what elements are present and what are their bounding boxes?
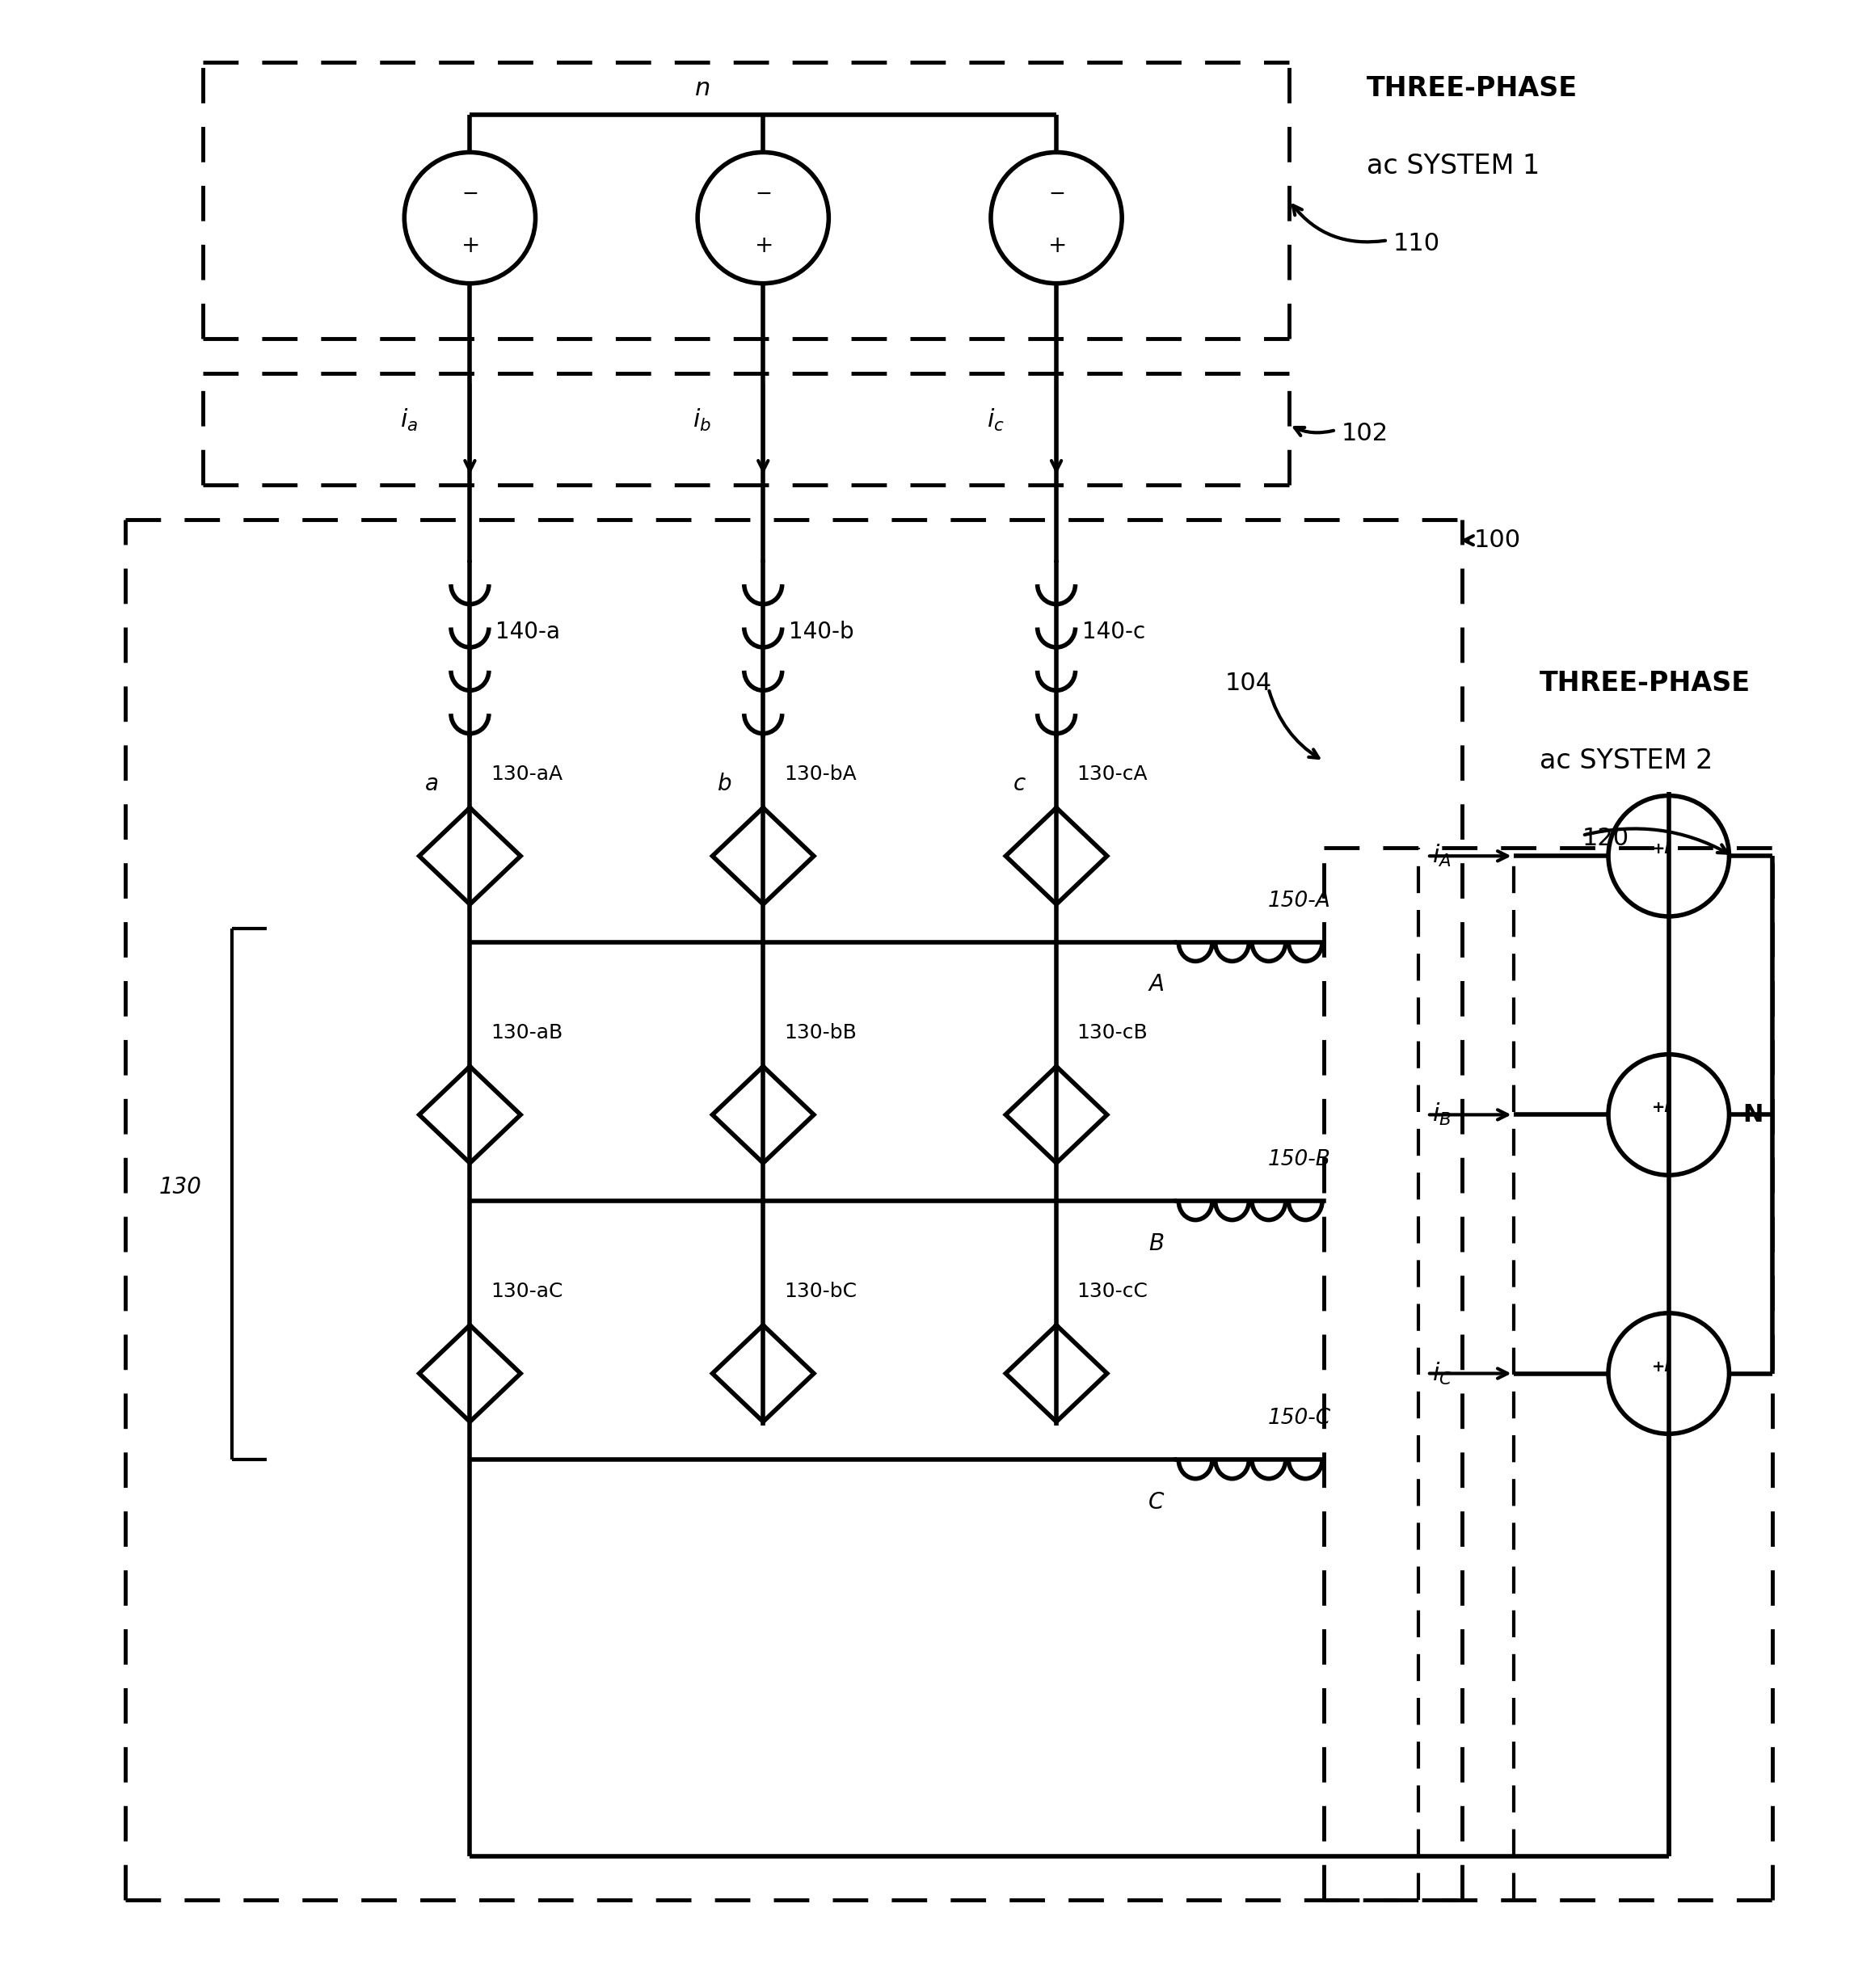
Text: 140-a: 140-a [495,620,560,642]
Text: THREE-PHASE: THREE-PHASE [1366,76,1578,101]
Text: 130-aC: 130-aC [491,1282,564,1300]
Text: 130-bC: 130-bC [784,1282,857,1300]
Text: ac SYSTEM 1: ac SYSTEM 1 [1366,153,1541,179]
Text: $-$: $-$ [1048,183,1064,203]
Text: 140-c: 140-c [1083,620,1146,642]
Text: B: B [1149,1233,1164,1254]
Text: 140-b: 140-b [790,620,855,642]
Text: 130-cA: 130-cA [1077,763,1148,783]
Text: 102: 102 [1340,421,1389,445]
Text: $-$: $-$ [462,183,478,203]
Text: THREE-PHASE: THREE-PHASE [1539,670,1750,698]
Text: 150-A: 150-A [1268,891,1331,911]
Text: 130: 130 [159,1175,202,1199]
Text: b: b [717,771,732,795]
Text: 100: 100 [1474,529,1520,553]
Text: +I: +I [1652,1099,1670,1115]
Text: A: A [1149,974,1164,996]
Text: $+$: $+$ [462,235,478,256]
Text: $-$: $-$ [755,183,771,203]
Text: 130-aB: 130-aB [491,1024,564,1042]
Text: N: N [1743,1103,1763,1127]
Text: $+$: $+$ [1048,235,1066,256]
Text: 130-bB: 130-bB [784,1024,857,1042]
Text: n: n [695,78,710,101]
Text: 150-B: 150-B [1268,1149,1331,1169]
Text: C: C [1149,1491,1164,1513]
Text: $i_C$: $i_C$ [1433,1360,1454,1386]
Text: $+$: $+$ [755,235,771,256]
Text: 120: 120 [1583,827,1630,851]
Text: 130-bA: 130-bA [784,763,857,783]
Text: 104: 104 [1225,672,1272,696]
Text: 130-cC: 130-cC [1077,1282,1148,1300]
Text: c: c [1012,771,1025,795]
Text: $i_A$: $i_A$ [1433,843,1452,869]
Text: $i_a$: $i_a$ [400,408,419,433]
Text: $i_b$: $i_b$ [693,408,712,433]
Text: 110: 110 [1392,233,1441,254]
Text: ac SYSTEM 2: ac SYSTEM 2 [1539,747,1713,775]
Text: +I: +I [1652,841,1670,857]
Text: +I: +I [1652,1360,1670,1374]
Text: a: a [425,771,439,795]
Text: 130-cB: 130-cB [1077,1024,1148,1042]
Text: 130-aA: 130-aA [491,763,562,783]
Text: 150-C: 150-C [1268,1408,1331,1429]
Text: $i_B$: $i_B$ [1433,1101,1452,1127]
Text: $i_c$: $i_c$ [986,408,1005,433]
